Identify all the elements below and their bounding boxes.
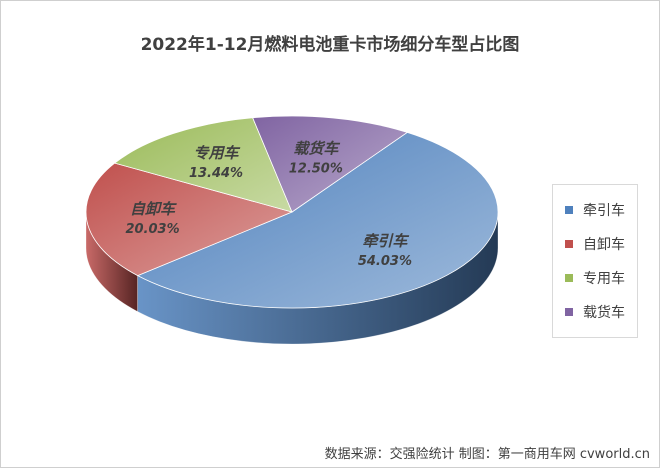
- slice-category-label: 载货车: [293, 139, 340, 157]
- legend-label: 牵引车: [583, 203, 625, 219]
- legend-swatch: [565, 308, 573, 316]
- slice-category-label: 牵引车: [362, 232, 409, 250]
- slice-category-label: 专用车: [194, 144, 241, 162]
- legend-item-zhuanyongche: 专用车: [565, 267, 625, 289]
- slice-category-label: 自卸车: [130, 200, 177, 218]
- data-source-note: 数据来源：交强险统计 制图：第一商用车网 cvworld.cn: [324, 447, 650, 462]
- legend-item-qianyinche: 牵引车: [565, 199, 625, 221]
- slice-value-label: 13.44%: [189, 166, 243, 181]
- pie-slice-2: [113, 117, 293, 213]
- pie-slice-0: [136, 131, 499, 309]
- slice-value-label: 54.03%: [358, 254, 412, 269]
- legend-swatch: [565, 240, 573, 248]
- pie-slice-1: [85, 162, 294, 277]
- legend-item-zaihuoche: 载货车: [565, 301, 625, 323]
- slice-value-label: 20.03%: [125, 222, 179, 237]
- legend-swatch: [565, 274, 573, 282]
- pie-slice-3: [252, 115, 409, 213]
- legend-label: 载货车: [583, 305, 625, 321]
- legend-swatch: [565, 206, 573, 214]
- legend-label: 专用车: [583, 271, 625, 287]
- chart-legend: 牵引车 自卸车 专用车 载货车: [552, 184, 638, 338]
- legend-item-zixieche: 自卸车: [565, 233, 625, 255]
- chart-title: 2022年1-12月燃料电池重卡市场细分车型占比图: [140, 35, 520, 55]
- legend-label: 自卸车: [583, 237, 625, 253]
- slice-value-label: 12.50%: [289, 161, 343, 176]
